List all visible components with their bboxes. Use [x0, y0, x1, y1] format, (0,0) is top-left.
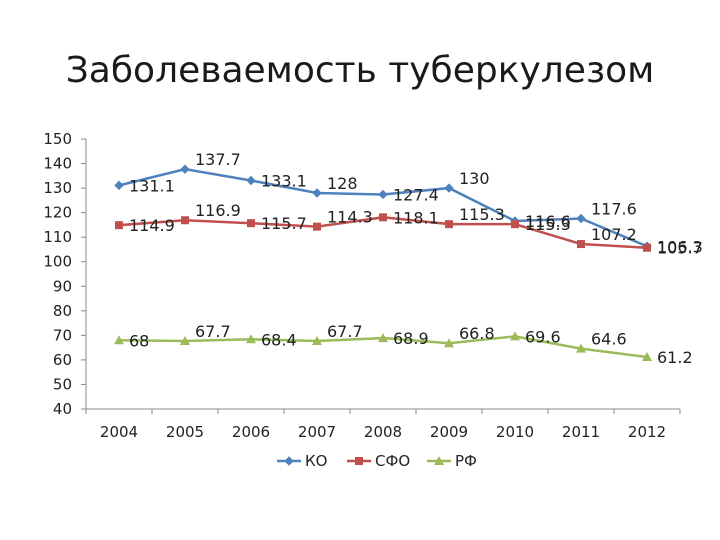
- data-label: 66.8: [459, 324, 495, 343]
- y-tick-label: 140: [43, 155, 72, 173]
- y-tick-label: 40: [53, 400, 72, 418]
- data-label: 61.2: [657, 348, 693, 367]
- y-tick-label: 130: [43, 179, 72, 197]
- data-label: 64.6: [591, 330, 627, 349]
- data-point-marker: [180, 336, 190, 346]
- data-label: 68.4: [261, 330, 297, 349]
- data-label: 116.9: [195, 201, 241, 220]
- data-point-marker: [114, 180, 124, 191]
- y-tick-label: 80: [53, 302, 72, 320]
- x-tick-label: 2010: [496, 423, 534, 441]
- data-label: 114.3: [327, 208, 373, 227]
- data-label: 118.1: [393, 208, 439, 227]
- data-label: 131.1: [129, 176, 175, 195]
- legend-label: СФО: [375, 452, 410, 470]
- data-label: 133.1: [261, 171, 307, 190]
- data-label: 130: [459, 169, 490, 188]
- data-point-marker: [181, 216, 189, 225]
- y-tick-label: 60: [53, 351, 72, 369]
- data-label: 67.7: [327, 322, 363, 341]
- data-label: 106.3: [657, 237, 703, 256]
- data-label: 115.3: [459, 205, 505, 224]
- data-point-marker: [312, 336, 322, 346]
- data-point-marker: [445, 220, 453, 229]
- data-point-marker: [510, 331, 520, 341]
- x-tick-label: 2007: [298, 423, 336, 441]
- data-point-marker: [246, 175, 256, 186]
- x-tick-label: 2005: [166, 423, 204, 441]
- legend-label: РФ: [455, 452, 477, 470]
- x-tick-label: 2006: [232, 423, 270, 441]
- data-point-marker: [114, 335, 124, 345]
- legend-swatch-marker: [355, 457, 363, 465]
- data-point-marker: [511, 220, 519, 229]
- data-label: 115.7: [261, 214, 307, 233]
- data-label: 105.7: [657, 239, 703, 258]
- data-point-marker: [379, 213, 387, 222]
- data-point-marker: [576, 213, 586, 224]
- legend-label: КО: [305, 452, 327, 470]
- data-label: 128: [327, 174, 358, 193]
- legend: КО СФО РФ: [277, 452, 477, 470]
- data-point-marker: [444, 338, 454, 348]
- y-tick-label: 100: [43, 253, 72, 271]
- data-point-marker: [642, 351, 652, 361]
- x-tick-label: 2012: [628, 423, 666, 441]
- data-point-marker: [378, 333, 388, 343]
- data-label: 69.6: [525, 327, 561, 346]
- x-tick-label: 2004: [100, 423, 138, 441]
- data-point-marker: [115, 221, 123, 230]
- data-point-marker: [577, 240, 585, 249]
- data-label: 115.3: [525, 215, 571, 234]
- data-label: 67.7: [195, 322, 231, 341]
- x-tick-label: 2011: [562, 423, 600, 441]
- data-label: 107.2: [591, 225, 637, 244]
- data-point-marker: [247, 219, 255, 228]
- y-tick-label: 110: [43, 228, 72, 246]
- data-point-marker: [444, 183, 454, 193]
- axes: 40 50 60 70 80 90 100 110 120 130 140 150 2004 2005 20…: [43, 130, 681, 441]
- data-point-marker: [313, 222, 321, 231]
- y-tick-label: 90: [53, 277, 72, 295]
- data-label: 137.7: [195, 150, 241, 169]
- y-tick-label: 70: [53, 326, 72, 344]
- x-tick-label: 2009: [430, 423, 468, 441]
- chart-title: Заболеваемость туберкулезом: [66, 50, 655, 91]
- data-label: 117.6: [591, 200, 637, 219]
- data-label: 127.4: [393, 185, 439, 204]
- y-tick-label: 50: [53, 375, 72, 393]
- data-label: 116.6: [525, 212, 571, 231]
- data-point-marker: [246, 334, 256, 344]
- data-labels: 131.1 137.7 133.1 128 127.4 130 116.6 117.6 106.…: [129, 150, 703, 367]
- y-tick-label: 120: [43, 204, 72, 222]
- legend-swatch-marker: [284, 456, 294, 466]
- data-point-marker: [378, 189, 388, 200]
- data-point-marker: [643, 243, 651, 252]
- series-markers: [114, 164, 652, 361]
- data-label: 68.9: [393, 329, 429, 348]
- y-tick-label: 150: [43, 130, 72, 148]
- data-point-marker: [576, 343, 586, 353]
- x-tick-label: 2008: [364, 423, 402, 441]
- legend-swatch-marker: [434, 456, 444, 465]
- data-label: 114.9: [129, 216, 175, 235]
- data-label: 68: [129, 331, 149, 350]
- data-point-marker: [180, 164, 190, 174]
- data-point-marker: [312, 188, 322, 198]
